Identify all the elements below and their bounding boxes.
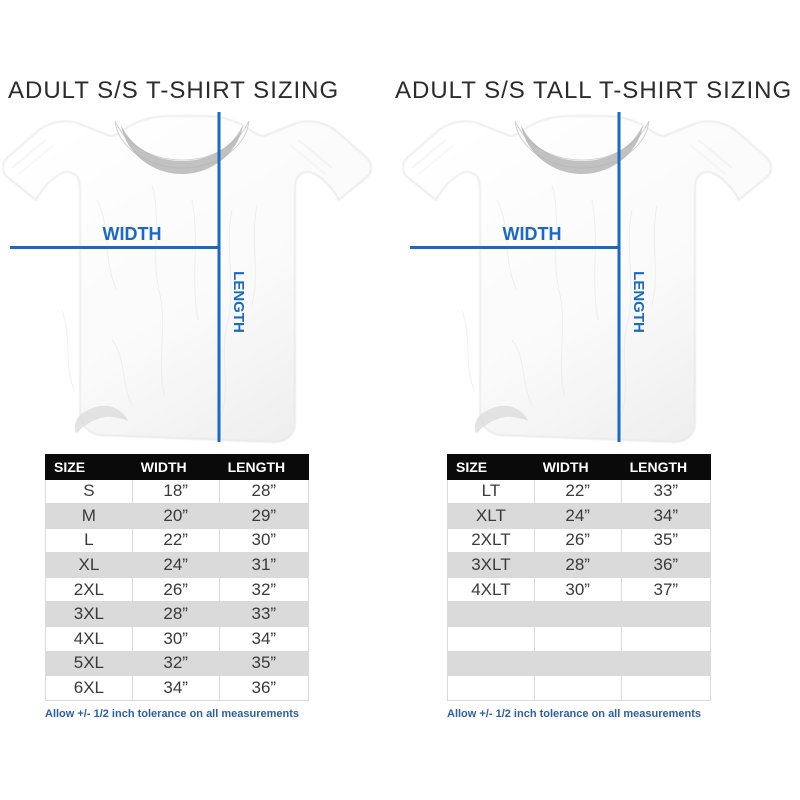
svg-text:LENGTH: LENGTH <box>630 271 647 333</box>
svg-text:WIDTH: WIDTH <box>103 224 162 244</box>
svg-text:LENGTH: LENGTH <box>230 271 247 333</box>
svg-text:WIDTH: WIDTH <box>503 224 562 244</box>
